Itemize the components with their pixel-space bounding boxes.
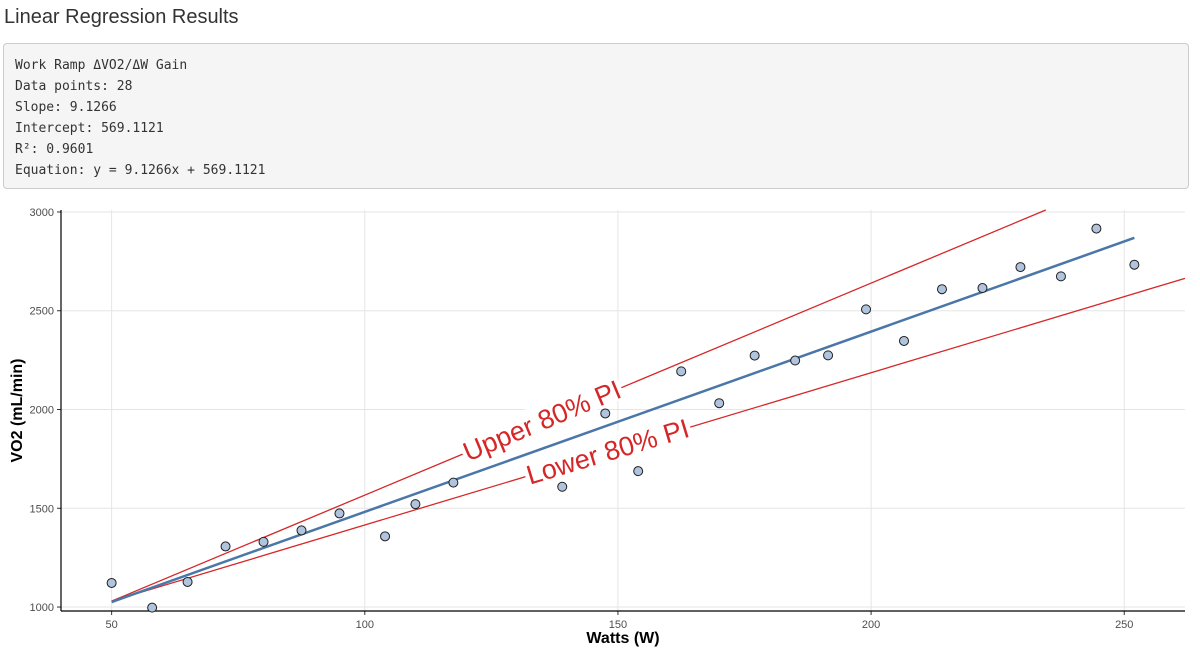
data-point	[557, 481, 568, 492]
regression-scatter-chart: 50 100 150 200 250 1000 1500 2000 2500 3000 Upper…	[9, 207, 1186, 647]
x-axis-title: Watts (W)	[586, 630, 659, 647]
data-point	[676, 366, 687, 377]
x-tick-label: 250	[1115, 619, 1133, 631]
y-axis-title: VO2 (mL/min)	[9, 358, 26, 462]
data-point	[1129, 259, 1140, 270]
data-point	[448, 477, 459, 488]
y-tick-label: 3000	[30, 207, 54, 219]
data-point	[1015, 262, 1026, 273]
y-tick-label: 2500	[30, 306, 54, 318]
data-point	[823, 350, 834, 361]
data-point	[258, 536, 269, 547]
data-point	[861, 304, 872, 315]
data-point	[749, 350, 760, 361]
results-data-points: Data points: 28	[15, 79, 133, 94]
results-title: Work Ramp ΔVO2/ΔW Gain	[15, 58, 188, 73]
axes: 50 100 150 200 250 1000 1500 2000 2500 3000	[30, 207, 1185, 631]
data-point	[936, 284, 947, 295]
data-point	[600, 408, 611, 419]
results-equation: Equation: y = 9.1266x + 569.1121	[15, 163, 266, 178]
y-tick-label: 1500	[30, 503, 54, 515]
data-point	[106, 577, 117, 588]
y-tick-label: 2000	[30, 405, 54, 417]
x-tick-label: 50	[106, 619, 118, 631]
data-point	[977, 283, 988, 294]
results-r-squared: R²: 0.9601	[15, 142, 94, 157]
x-tick-label: 150	[609, 619, 627, 631]
data-point	[1055, 271, 1066, 282]
x-tick-label: 100	[356, 619, 374, 631]
results-intercept: Intercept: 569.1121	[15, 121, 164, 136]
data-point	[380, 531, 391, 542]
data-point	[633, 466, 644, 477]
data-point	[714, 398, 725, 409]
data-point	[334, 508, 345, 519]
fit-line-group	[111, 236, 1135, 604]
data-point	[410, 499, 421, 510]
regression-results-box: Work Ramp ΔVO2/ΔW Gain Data points: 28 S…	[3, 43, 1189, 189]
data-point	[296, 525, 307, 536]
x-tick-label: 200	[862, 619, 880, 631]
lower-pi-label-background	[520, 410, 694, 488]
data-point	[790, 355, 801, 366]
upper-pi-label-background	[456, 372, 626, 465]
y-tick-label: 1000	[30, 602, 54, 614]
grid-lines	[61, 210, 1185, 611]
results-slope: Slope: 9.1266	[15, 100, 117, 115]
data-point	[147, 602, 158, 613]
data-point	[220, 541, 231, 552]
regression-fit-line	[111, 236, 1135, 604]
data-points	[106, 223, 1140, 613]
data-point	[1091, 223, 1102, 234]
data-point	[899, 335, 909, 346]
data-point	[182, 576, 193, 587]
page-title: Linear Regression Results	[4, 6, 239, 28]
